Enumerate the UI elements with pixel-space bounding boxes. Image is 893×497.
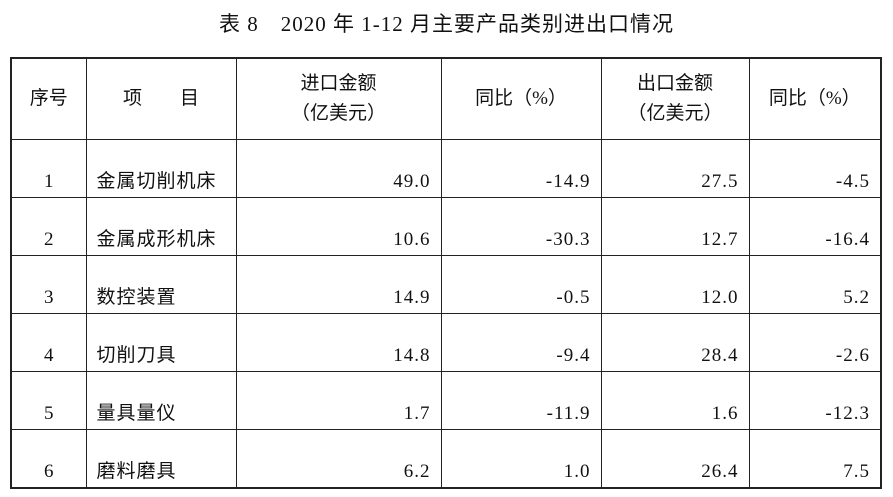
value-cell: 12.0 <box>600 255 750 314</box>
table-title: 表 8 2020 年 1-12 月主要产品类别进出口情况 <box>219 12 674 36</box>
header-cell: 同比（%） <box>748 57 882 140</box>
product-cell: 数控装置 <box>85 255 237 314</box>
header-text: 序号 <box>29 88 68 109</box>
value-cell: -2.6 <box>748 313 882 372</box>
value-cell: -0.5 <box>440 255 602 314</box>
value-cell: -30.3 <box>440 197 602 256</box>
value-cell: 14.8 <box>235 313 442 372</box>
value-cell: 10.6 <box>235 197 442 256</box>
index-cell: 3 <box>10 255 87 314</box>
table-row: 6 磨料磨具 6.2 1.0 26.4 7.5 <box>10 429 882 488</box>
table-row: 2 金属成形机床 10.6 -30.3 12.7 -16.4 <box>10 197 882 256</box>
value-cell: -9.4 <box>440 313 602 372</box>
product-cell: 磨料磨具 <box>85 429 237 488</box>
product-cell: 金属成形机床 <box>85 197 237 256</box>
header-text: （亿美元） <box>290 103 386 124</box>
header-cell: 项 目 <box>85 57 237 140</box>
value-cell: -11.9 <box>440 371 602 430</box>
value-cell: -12.3 <box>748 371 882 430</box>
value-cell: -16.4 <box>748 197 882 256</box>
header-text: 进口金额 <box>300 73 377 94</box>
table-row: 1 金属切削机床 49.0 -14.9 27.5 -4.5 <box>10 139 882 198</box>
value-cell: 26.4 <box>600 429 750 488</box>
header-cell: 序号 <box>10 57 87 140</box>
product-cell: 金属切削机床 <box>85 139 237 198</box>
index-cell: 1 <box>10 139 87 198</box>
value-cell: 5.2 <box>748 255 882 314</box>
header-text: 出口金额 <box>636 73 713 94</box>
product-cell: 量具量仪 <box>85 371 237 430</box>
data-table: 序号 项 目 进口金额 （亿美元） 同比（%） 出口金额 （亿美元） 同比（%） 1 金属切削机… <box>10 57 882 489</box>
value-cell: 27.5 <box>600 139 750 198</box>
table-row: 4 切削刀具 14.8 -9.4 28.4 -2.6 <box>10 313 882 372</box>
table-row: 3 数控装置 14.9 -0.5 12.0 5.2 <box>10 255 882 314</box>
value-cell: 6.2 <box>235 429 442 488</box>
value-cell: 12.7 <box>600 197 750 256</box>
table-body: 1 金属切削机床 49.0 -14.9 27.5 -4.5 2 金属成形机床 10.6 -30.3… <box>10 139 882 488</box>
value-cell: 49.0 <box>235 139 442 198</box>
value-cell: 1.6 <box>600 371 750 430</box>
value-cell: -4.5 <box>748 139 882 198</box>
header-text: 项 目 <box>122 88 199 109</box>
header-cell: 同比（%） <box>440 57 602 140</box>
value-cell: 14.9 <box>235 255 442 314</box>
index-cell: 5 <box>10 371 87 430</box>
index-cell: 4 <box>10 313 87 372</box>
header-row: 序号 项 目 进口金额 （亿美元） 同比（%） 出口金额 （亿美元） 同比（%） <box>10 57 882 140</box>
product-cell: 切削刀具 <box>85 313 237 372</box>
index-cell: 2 <box>10 197 87 256</box>
value-cell: 28.4 <box>600 313 750 372</box>
header-cell: 进口金额 （亿美元） <box>235 57 442 140</box>
header-text: 同比（%） <box>475 88 567 109</box>
value-cell: 7.5 <box>748 429 882 488</box>
header-text: （亿美元） <box>627 103 723 124</box>
value-cell: 1.0 <box>440 429 602 488</box>
value-cell: -14.9 <box>440 139 602 198</box>
header-text: 同比（%） <box>768 88 861 109</box>
table-row: 5 量具量仪 1.7 -11.9 1.6 -12.3 <box>10 371 882 430</box>
header-cell: 出口金额 （亿美元） <box>600 57 750 140</box>
value-cell: 1.7 <box>235 371 442 430</box>
index-cell: 6 <box>10 429 87 488</box>
